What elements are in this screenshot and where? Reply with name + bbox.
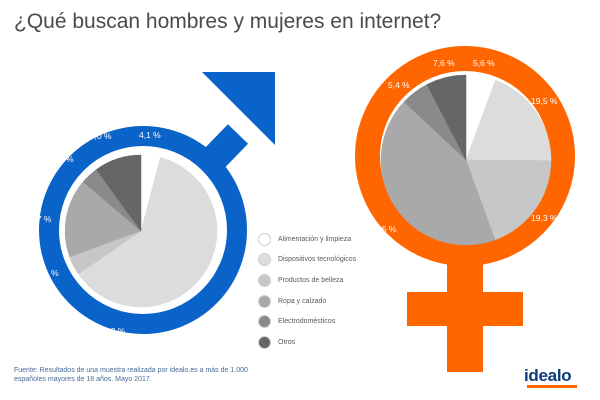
source-note: Fuente: Resultados de una muestra realiz… bbox=[14, 367, 248, 383]
legend-item: Alimentación y limpieza bbox=[258, 229, 356, 250]
logo-underline bbox=[527, 385, 577, 388]
legend: Alimentación y limpieza Dispositivos tec… bbox=[258, 229, 356, 353]
male-pie-slice-4 bbox=[64, 181, 142, 258]
legend-label: Otros bbox=[278, 338, 296, 346]
male-pie-value-label: 10,0 % bbox=[85, 131, 112, 141]
legend-item: Dispositivos tecnológicos bbox=[258, 250, 356, 271]
female-pie-slice-2 bbox=[465, 79, 552, 161]
legend-label: Dispositivos tecnológicos bbox=[278, 256, 357, 264]
male-pie-value-label: 61,3 % bbox=[99, 326, 126, 336]
legend-item: Ropa y calzado bbox=[258, 291, 356, 312]
female-pie-value-label: 19,3 % bbox=[531, 213, 558, 223]
female-pie-value-label: 42,5 % bbox=[370, 224, 397, 234]
legend-swatch bbox=[258, 315, 271, 329]
male-pie bbox=[64, 154, 218, 308]
legend-item: Electrodomésticos bbox=[258, 311, 356, 332]
male-pie-value-label: 3,8 % bbox=[52, 154, 74, 164]
female-pie-labels: 5,6 % 19,5 % 19,3 % 42,5 % 5,4 % 7,6 % bbox=[370, 58, 558, 234]
female-ring bbox=[355, 46, 575, 266]
legend-swatch bbox=[258, 232, 271, 246]
male-pie-labels: 4,1 % 61,3 % 4,1 % 16,7 % 3,8 % 10,0 % bbox=[25, 130, 161, 336]
legend-swatch bbox=[258, 273, 271, 287]
legend-label: Electrodomésticos bbox=[278, 318, 336, 326]
female-pie bbox=[380, 74, 552, 246]
female-crossbar bbox=[407, 292, 523, 326]
male-symbol bbox=[39, 72, 275, 334]
female-pie-slice-6 bbox=[426, 74, 467, 161]
legend-swatch bbox=[258, 335, 271, 349]
legend-label: Ropa y calzado bbox=[278, 297, 327, 305]
legend-item: Productos de belleza bbox=[258, 270, 356, 291]
female-pie-value-label: 19,5 % bbox=[531, 96, 558, 106]
male-pie-value-label: 16,7 % bbox=[25, 214, 52, 224]
legend-swatch bbox=[258, 294, 271, 308]
male-pie-value-label: 4,1 % bbox=[139, 130, 161, 140]
female-pie-value-label: 5,6 % bbox=[473, 58, 495, 68]
female-pie-value-label: 5,4 % bbox=[388, 80, 410, 90]
male-pie-slice-2 bbox=[78, 157, 218, 308]
legend-swatch bbox=[258, 253, 271, 267]
male-pie-value-label: 4,1 % bbox=[37, 268, 59, 278]
female-pie-slice-4 bbox=[380, 101, 496, 246]
legend-label: Alimentación y limpieza bbox=[278, 235, 352, 243]
female-symbol bbox=[355, 46, 575, 372]
female-pie-value-label: 7,6 % bbox=[433, 58, 455, 68]
male-ring bbox=[39, 126, 247, 334]
male-pie-slice-6 bbox=[95, 154, 142, 232]
male-arrowhead bbox=[202, 72, 275, 145]
idealo-logo[interactable]: idealo bbox=[524, 366, 572, 385]
female-pie-slice-3 bbox=[465, 159, 552, 241]
male-arrow-shaft bbox=[194, 124, 249, 178]
legend-label: Productos de belleza bbox=[278, 276, 344, 284]
legend-item: Otros bbox=[258, 332, 356, 353]
chart-title: ¿Qué buscan hombres y mujeres en interne… bbox=[14, 10, 442, 33]
